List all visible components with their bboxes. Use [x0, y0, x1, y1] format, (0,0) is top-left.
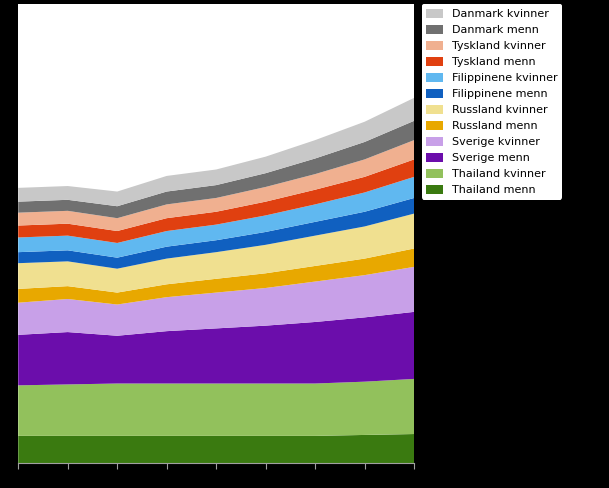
Legend: Danmark kvinner, Danmark menn, Tyskland kvinner, Tyskland menn, Filippinene kvin: Danmark kvinner, Danmark menn, Tyskland …: [422, 4, 562, 200]
